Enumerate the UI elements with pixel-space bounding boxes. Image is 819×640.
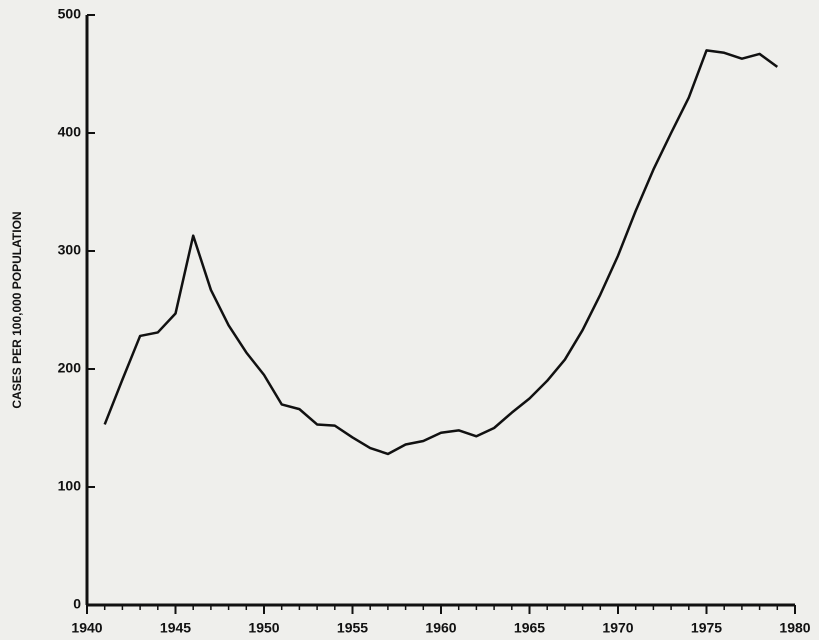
x-tick-label: 1940 [71,620,102,636]
x-tick-label: 1950 [248,620,279,636]
y-tick-label: 100 [58,478,82,494]
x-tick-label: 1955 [337,620,368,636]
y-tick-label: 200 [58,360,82,376]
x-tick-label: 1945 [160,620,191,636]
x-tick-label: 1960 [425,620,456,636]
y-tick-label: 400 [58,124,82,140]
x-tick-label: 1965 [514,620,545,636]
y-tick-label: 0 [73,596,81,612]
y-axis-label: CASES PER 100,000 POPULATION [10,211,24,408]
x-tick-label: 1980 [779,620,810,636]
x-tick-label: 1975 [691,620,722,636]
x-tick-label: 1970 [602,620,633,636]
y-tick-label: 500 [58,6,82,22]
y-tick-label: 300 [58,242,82,258]
data-line [103,49,779,456]
